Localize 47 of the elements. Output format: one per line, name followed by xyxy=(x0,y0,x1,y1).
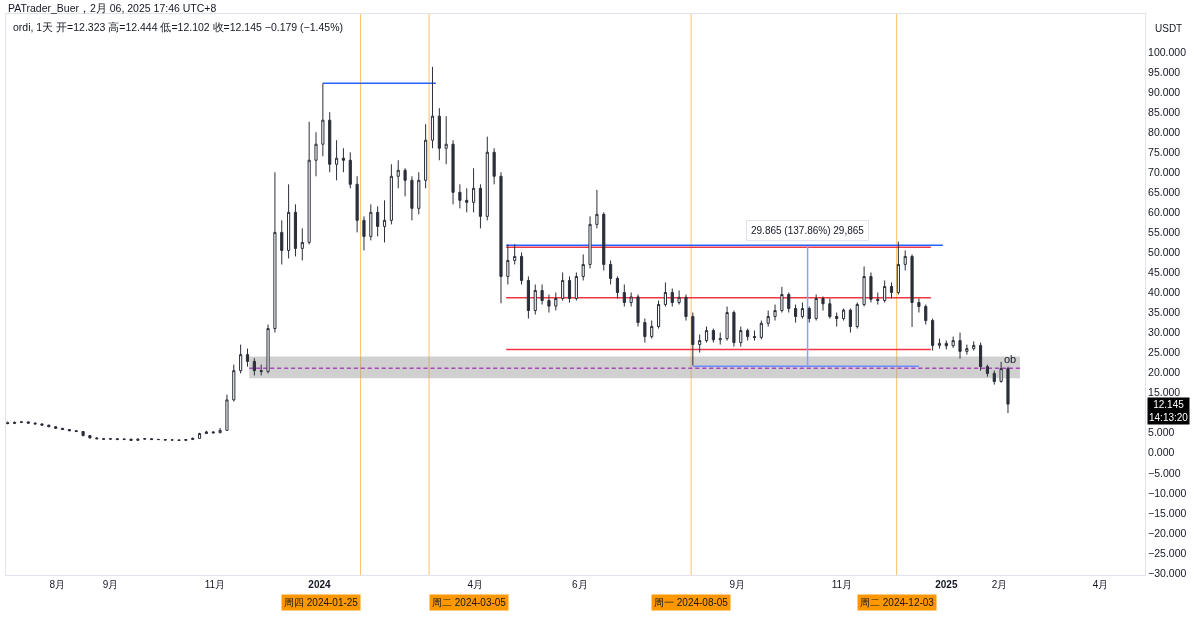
x-tick-label: 4月 xyxy=(467,579,484,590)
y-tick-label: −30.000 xyxy=(1148,566,1187,579)
y-tick-label: 5.000 xyxy=(1148,426,1175,439)
y-tick-label: −5.000 xyxy=(1148,466,1181,479)
y-tick-label: −10.000 xyxy=(1148,486,1187,499)
y-tick-label: 85.000 xyxy=(1148,105,1181,118)
x-tick-label: 6月 xyxy=(572,579,588,590)
ref-line-label: 周一 2024-08-05 xyxy=(654,597,729,608)
y-tick-label: 0.000 xyxy=(1148,446,1175,459)
y-tick-label: 75.000 xyxy=(1148,145,1181,158)
y-tick-label: 80.000 xyxy=(1148,125,1181,138)
y-tick-label: 100.000 xyxy=(1148,45,1187,58)
x-tick-label: 2024 xyxy=(308,579,331,590)
chart-title: PATrader_Buer，2月 06, 2025 17:46 UTC+8 xyxy=(8,1,217,14)
y-axis-title: USDT xyxy=(1155,23,1183,34)
y-tick-label: 30.000 xyxy=(1148,326,1181,339)
y-tick-label: 65.000 xyxy=(1148,186,1181,198)
x-tick-label: 11月 xyxy=(831,579,853,590)
y-tick-label: −20.000 xyxy=(1148,526,1187,539)
x-tick-label: 9月 xyxy=(102,579,119,590)
y-tick-label: 70.000 xyxy=(1148,165,1181,178)
x-tick-label: 11月 xyxy=(204,579,226,590)
y-tick-label: 45.000 xyxy=(1148,266,1181,279)
y-tick-label: −15.000 xyxy=(1148,506,1187,519)
y-tick-label: 55.000 xyxy=(1148,226,1181,239)
y-tick-label: 40.000 xyxy=(1148,286,1181,299)
annotation: 29.865 (137.86%) 29,865 xyxy=(751,225,865,236)
y-tick-label: 15.000 xyxy=(1148,386,1181,399)
x-tick-label: 2月 xyxy=(991,579,1008,590)
ref-line-label: 周二 2024-03-05 xyxy=(432,597,507,608)
series-label: ob xyxy=(1004,353,1017,365)
y-tick-label: 20.000 xyxy=(1148,366,1181,379)
x-tick-label: 2025 xyxy=(935,579,958,590)
y-tick-label: −25.000 xyxy=(1148,546,1187,559)
y-tick-label: 50.000 xyxy=(1148,246,1181,259)
x-tick-label: 8月 xyxy=(49,579,66,590)
text: ordi, 1天 开=12.323 高=12.444 低=12.102 收=12.145 −0.179 (−1.45%) xyxy=(13,21,343,33)
y-tick-label: 95.000 xyxy=(1148,65,1181,78)
x-tick-label: 4月 xyxy=(1092,579,1109,590)
ref-line-label: 周二 2024-12-03 xyxy=(860,597,935,608)
ref-line-label: 周四 2024-01-25 xyxy=(284,597,359,608)
y-tick-label: 25.000 xyxy=(1148,346,1181,359)
y-tick-label: 90.000 xyxy=(1148,85,1181,98)
y-tick-label: 60.000 xyxy=(1148,206,1181,219)
x-tick-label: 9月 xyxy=(729,579,746,590)
text: 12.145 14:13:20 xyxy=(1149,399,1189,423)
y-tick-label: 35.000 xyxy=(1148,306,1181,319)
